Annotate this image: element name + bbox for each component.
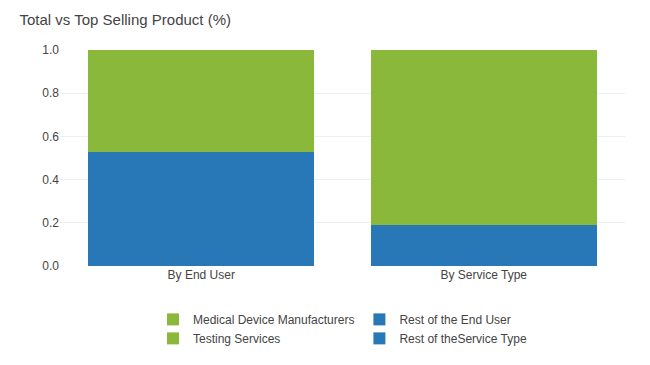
svg-text:Medical Device Manufacturers: Medical Device Manufacturers bbox=[193, 313, 354, 327]
svg-text:By End User: By End User bbox=[168, 268, 235, 282]
svg-text:Total vs Top Selling Product (: Total vs Top Selling Product (%) bbox=[20, 11, 232, 28]
svg-text:1.0: 1.0 bbox=[42, 43, 59, 57]
svg-text:Rest of the End User: Rest of the End User bbox=[399, 313, 510, 327]
svg-text:0.0: 0.0 bbox=[42, 259, 59, 273]
svg-text:0.6: 0.6 bbox=[42, 130, 59, 144]
svg-text:By Service Type: By Service Type bbox=[441, 268, 528, 282]
svg-text:Testing Services: Testing Services bbox=[193, 332, 280, 346]
svg-text:Rest of theService Type: Rest of theService Type bbox=[399, 332, 527, 346]
svg-text:0.8: 0.8 bbox=[42, 86, 59, 100]
svg-text:0.2: 0.2 bbox=[42, 216, 59, 230]
svg-text:0.4: 0.4 bbox=[42, 173, 59, 187]
